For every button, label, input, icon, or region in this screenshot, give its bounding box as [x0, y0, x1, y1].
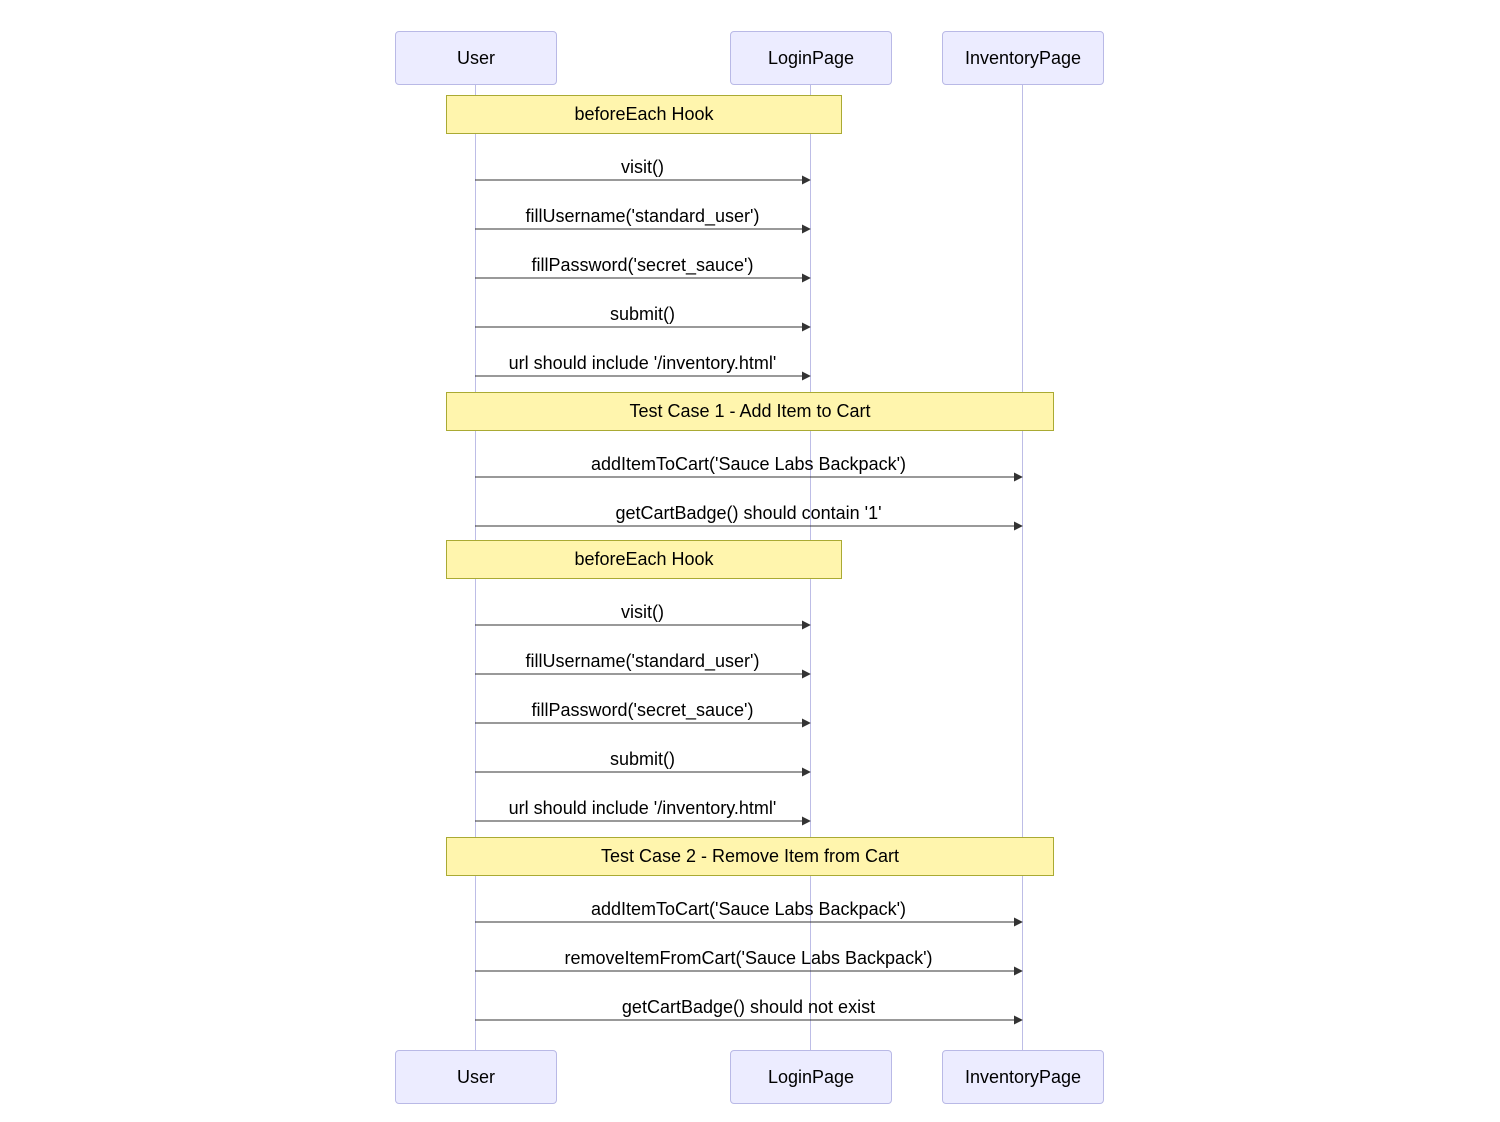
actor-user-bottom: User: [395, 1050, 557, 1104]
actor-label: User: [457, 1067, 495, 1088]
note-label: Test Case 1 - Add Item to Cart: [629, 401, 870, 422]
note-label: Test Case 2 - Remove Item from Cart: [601, 846, 899, 867]
note-box: Test Case 1 - Add Item to Cart: [446, 392, 1054, 431]
message-label: fillUsername('standard_user'): [526, 651, 760, 672]
actor-label: InventoryPage: [965, 48, 1081, 69]
note-box: beforeEach Hook: [446, 95, 842, 134]
message-label: addItemToCart('Sauce Labs Backpack'): [591, 454, 906, 475]
message-label: url should include '/inventory.html': [509, 798, 777, 819]
actor-user-top: User: [395, 31, 557, 85]
message-label: submit(): [610, 304, 675, 325]
note-label: beforeEach Hook: [574, 104, 713, 125]
message-label: visit(): [621, 602, 664, 623]
lifeline-inventory: [1022, 82, 1023, 1050]
message-label: fillPassword('secret_sauce'): [532, 255, 754, 276]
message-label: fillPassword('secret_sauce'): [532, 700, 754, 721]
actor-login-top: LoginPage: [730, 31, 892, 85]
message-label: submit(): [610, 749, 675, 770]
message-label: removeItemFromCart('Sauce Labs Backpack'…: [565, 948, 933, 969]
note-label: beforeEach Hook: [574, 549, 713, 570]
message-label: url should include '/inventory.html': [509, 353, 777, 374]
actor-label: InventoryPage: [965, 1067, 1081, 1088]
message-label: getCartBadge() should contain '1': [615, 503, 881, 524]
message-label: visit(): [621, 157, 664, 178]
actor-label: LoginPage: [768, 48, 854, 69]
message-label: fillUsername('standard_user'): [526, 206, 760, 227]
actor-login-bottom: LoginPage: [730, 1050, 892, 1104]
note-box: beforeEach Hook: [446, 540, 842, 579]
sequence-diagram: User LoginPage InventoryPage User LoginP…: [0, 0, 1500, 1122]
actor-inventory-top: InventoryPage: [942, 31, 1104, 85]
actor-label: User: [457, 48, 495, 69]
note-box: Test Case 2 - Remove Item from Cart: [446, 837, 1054, 876]
actor-label: LoginPage: [768, 1067, 854, 1088]
message-label: getCartBadge() should not exist: [622, 997, 875, 1018]
message-label: addItemToCart('Sauce Labs Backpack'): [591, 899, 906, 920]
actor-inventory-bottom: InventoryPage: [942, 1050, 1104, 1104]
